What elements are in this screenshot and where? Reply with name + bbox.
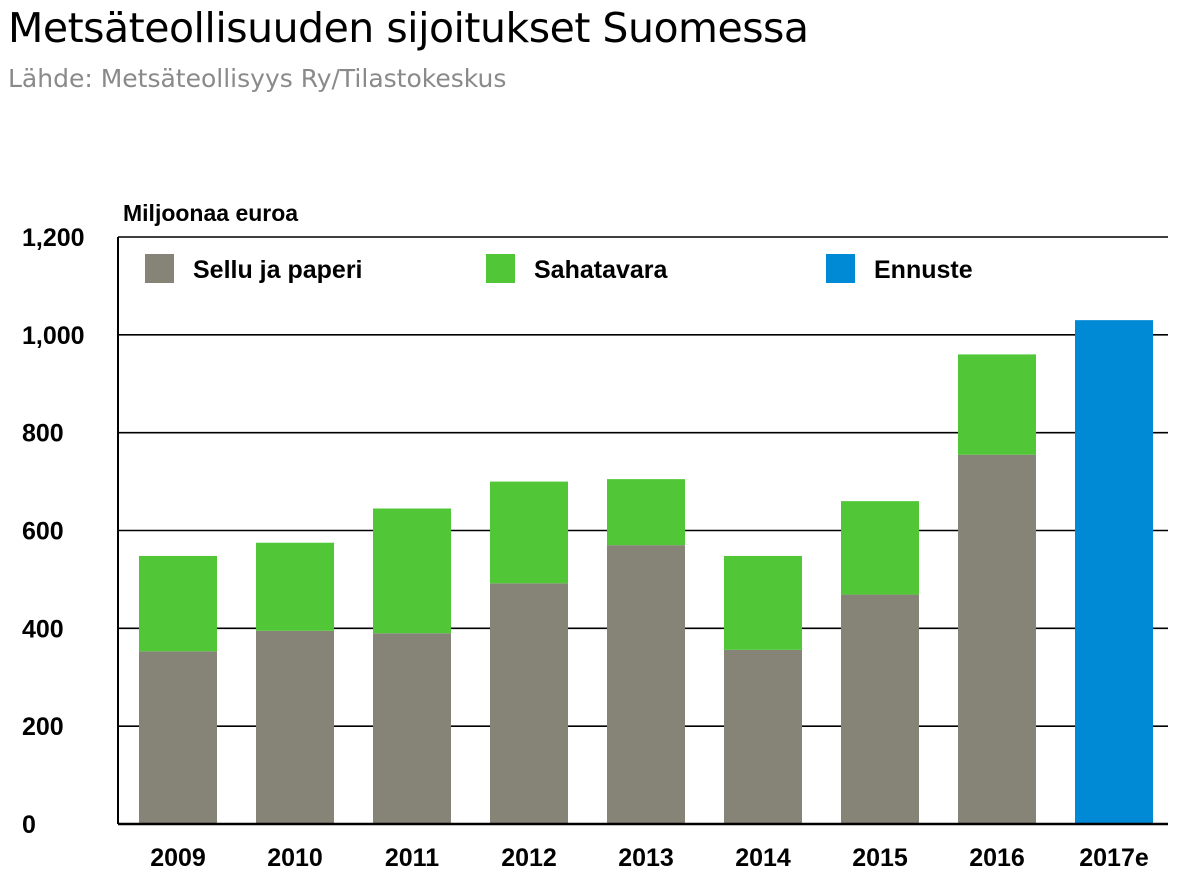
legend-swatch-ennuste <box>826 254 855 283</box>
y-axis-label: Miljoonaa euroa <box>123 200 298 226</box>
x-tick-label: 2009 <box>150 844 206 872</box>
x-tick-label: 2016 <box>969 844 1025 872</box>
bar-sellu-ja-paperi-2016 <box>958 454 1036 824</box>
bar-sahatavara-2009 <box>139 555 217 652</box>
x-tick-label: 2017e <box>1079 844 1149 872</box>
bar-sellu-ja-paperi-2011 <box>373 633 451 824</box>
x-tick-label: 2013 <box>618 844 674 872</box>
legend-label: Ennuste <box>874 256 973 284</box>
bar-sellu-ja-paperi-2010 <box>256 630 334 824</box>
y-tick-label: 800 <box>22 420 64 448</box>
bar-sahatavara-2016 <box>958 354 1036 455</box>
y-tick-label: 1,200 <box>22 224 85 252</box>
bar-sahatavara-2014 <box>724 555 802 650</box>
x-tick-label: 2011 <box>385 844 439 872</box>
y-tick-label: 600 <box>22 518 64 546</box>
y-tick-label: 400 <box>22 615 64 643</box>
x-tick-label: 2015 <box>852 844 908 872</box>
bar-sahatavara-2015 <box>841 501 919 595</box>
bar-sahatavara-2011 <box>373 508 451 634</box>
y-tick-label: 200 <box>22 713 64 741</box>
bar-sellu-ja-paperi-2015 <box>841 594 919 824</box>
y-tick-label: 1,000 <box>22 322 85 350</box>
chart-source: Lähde: Metsäteollisyys Ry/Tilastokeskus <box>8 64 507 93</box>
x-tick-label: 2010 <box>267 844 323 872</box>
legend-swatch-sahatavara <box>486 254 515 283</box>
x-tick-label: 2012 <box>501 844 557 872</box>
bar-sellu-ja-paperi-2013 <box>607 545 685 824</box>
bars <box>139 320 1153 824</box>
bar-sellu-ja-paperi-2009 <box>139 651 217 824</box>
axes: 0 200 400 600 800 1,000 1,200 2009 2010 2011 2012 2… <box>22 224 1168 872</box>
legend: Sellu ja paperi Sahatavara Ennuste <box>145 254 973 284</box>
bar-sellu-ja-paperi-2012 <box>490 583 568 824</box>
chart-title: Metsäteollisuuden sijoitukset Suomessa <box>8 4 809 52</box>
legend-label: Sellu ja paperi <box>193 256 363 284</box>
bar-sellu-ja-paperi-2014 <box>724 649 802 824</box>
x-tick-label: 2014 <box>735 844 791 872</box>
legend-label: Sahatavara <box>534 256 669 284</box>
legend-swatch-sellu-ja-paperi <box>145 254 174 283</box>
y-tick-label: 0 <box>22 811 36 839</box>
bar-sahatavara-2013 <box>607 479 685 546</box>
bar-sahatavara-2010 <box>256 542 334 631</box>
bar-sahatavara-2012 <box>490 481 568 584</box>
bar-ennuste-2017e <box>1075 320 1153 824</box>
